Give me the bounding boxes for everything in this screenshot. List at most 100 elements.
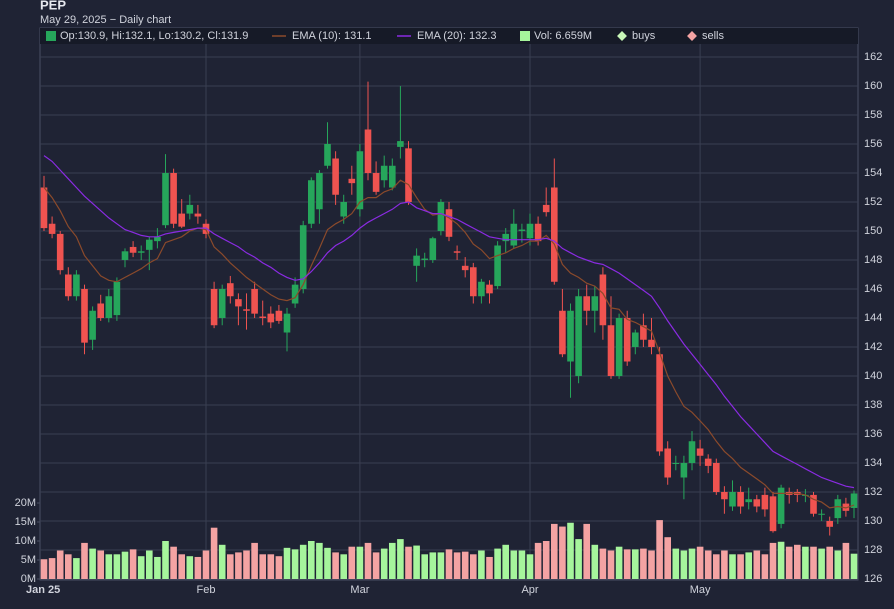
- volume-bar: [137, 556, 145, 579]
- candle-body: [753, 499, 761, 507]
- candle-body: [364, 129, 372, 173]
- volume-bar: [308, 541, 315, 579]
- y-tick-label: 140: [864, 370, 882, 382]
- candle-body: [154, 236, 161, 242]
- volume-bar: [794, 544, 801, 579]
- candle-body: [542, 204, 550, 213]
- candle-body: [251, 289, 258, 314]
- volume-bar: [721, 550, 728, 579]
- volume-bar: [834, 550, 842, 579]
- volume-bar: [818, 548, 825, 579]
- candle-body: [308, 180, 315, 224]
- y-tick-label: 142: [864, 341, 882, 353]
- volume-bar: [437, 552, 445, 579]
- y-tick-label: 150: [864, 225, 882, 237]
- volume-bar: [235, 552, 242, 579]
- candle-body: [478, 281, 485, 297]
- candle-body: [721, 492, 728, 500]
- y-tick-label: 162: [864, 51, 882, 63]
- candle-body: [316, 173, 323, 210]
- candle-body: [769, 496, 777, 532]
- candle-body: [218, 289, 226, 318]
- y-tick-label: 154: [864, 167, 882, 179]
- volume-bar: [826, 546, 833, 579]
- candle-body: [89, 310, 96, 340]
- candle-body: [737, 492, 744, 507]
- candle-body: [210, 289, 218, 326]
- candle-body: [137, 251, 145, 253]
- volume-bar: [129, 549, 137, 579]
- candle-body: [259, 316, 266, 318]
- y-tick-label: 134: [864, 457, 882, 469]
- volume-bar: [316, 542, 323, 579]
- volume-bar: [478, 550, 485, 579]
- volume-bar: [526, 554, 534, 579]
- candle-body: [696, 448, 704, 456]
- legend-swatch: [46, 31, 56, 41]
- candle-body: [607, 325, 615, 376]
- y2-tick-label: 10M: [15, 535, 36, 547]
- y-tick-label: 130: [864, 515, 882, 527]
- candle-body: [65, 274, 72, 297]
- volume-bar: [494, 548, 501, 579]
- candle-body: [713, 463, 720, 492]
- y-tick-label: 146: [864, 283, 882, 295]
- candle-body: [299, 225, 307, 289]
- volume-bar: [510, 550, 518, 579]
- volume-bar: [745, 552, 752, 579]
- y-tick-label: 126: [864, 573, 882, 585]
- candle-body: [413, 255, 420, 266]
- candle-body: [648, 339, 655, 347]
- volume-bar: [243, 550, 250, 579]
- legend-swatch: [687, 31, 697, 41]
- candle-body: [842, 503, 850, 511]
- candle-body: [194, 213, 202, 217]
- volume-bar: [210, 527, 218, 579]
- volume-bar: [591, 544, 599, 579]
- volume-bar: [769, 542, 777, 579]
- candle-body: [834, 499, 842, 519]
- candle-body: [510, 223, 518, 246]
- volume-bar: [186, 556, 194, 579]
- y-tick-label: 156: [864, 138, 882, 150]
- legend-bar: [40, 28, 858, 44]
- volume-bar: [202, 550, 210, 579]
- candle-body: [761, 494, 769, 510]
- volume-bar: [502, 544, 509, 579]
- candle-body: [170, 173, 177, 224]
- candle-body: [672, 463, 680, 464]
- candle-body: [73, 274, 80, 297]
- candle-body: [704, 458, 712, 466]
- volume-bar: [97, 550, 104, 579]
- candle-body: [56, 233, 64, 271]
- y2-tick-label: 20M: [15, 497, 36, 509]
- volume-bar: [113, 554, 121, 579]
- volume-bar: [785, 546, 793, 579]
- candle-body: [332, 158, 339, 195]
- volume-bar: [105, 554, 113, 579]
- volume-bar: [518, 550, 526, 579]
- candle-body: [146, 239, 153, 250]
- chart-title: PEP: [40, 0, 66, 12]
- candle-body: [372, 173, 380, 192]
- chart-subtitle: May 29, 2025 − Daily chart: [40, 14, 171, 26]
- volume-bar: [850, 553, 858, 579]
- volume-bar: [332, 552, 339, 579]
- candle-body: [178, 213, 185, 227]
- volume-bar: [227, 554, 234, 579]
- legend-label: EMA (10): 131.1: [292, 30, 372, 42]
- candle-body: [97, 303, 104, 318]
- volume-bar: [146, 550, 153, 579]
- volume-bar: [218, 544, 226, 579]
- candle-body: [777, 487, 785, 524]
- volume-bar: [615, 546, 623, 579]
- candle-body: [267, 313, 275, 323]
- volume-bar: [445, 549, 453, 579]
- volume-bar: [267, 554, 275, 579]
- y-tick-label: 144: [864, 312, 882, 324]
- volume-bar: [73, 558, 80, 579]
- candle-body: [453, 251, 461, 253]
- volume-bar: [607, 550, 615, 579]
- candle-body: [688, 441, 696, 463]
